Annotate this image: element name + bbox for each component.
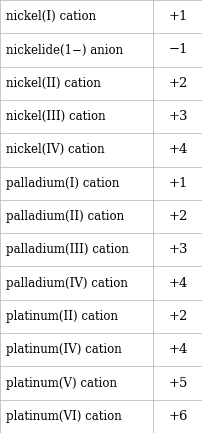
Text: +5: +5 xyxy=(168,377,187,390)
Text: nickel(III) cation: nickel(III) cation xyxy=(6,110,105,123)
Text: +2: +2 xyxy=(168,210,187,223)
Text: nickel(IV) cation: nickel(IV) cation xyxy=(6,143,104,156)
Text: palladium(IV) cation: palladium(IV) cation xyxy=(6,277,127,290)
Text: +4: +4 xyxy=(168,277,187,290)
Text: palladium(I) cation: palladium(I) cation xyxy=(6,177,119,190)
Text: +1: +1 xyxy=(168,10,187,23)
Text: +3: +3 xyxy=(167,110,187,123)
Text: +1: +1 xyxy=(168,177,187,190)
Text: platinum(V) cation: platinum(V) cation xyxy=(6,377,117,390)
Text: platinum(IV) cation: platinum(IV) cation xyxy=(6,343,121,356)
Text: platinum(II) cation: platinum(II) cation xyxy=(6,310,118,323)
Text: nickel(II) cation: nickel(II) cation xyxy=(6,77,100,90)
Text: +3: +3 xyxy=(167,243,187,256)
Text: nickelide(1−) anion: nickelide(1−) anion xyxy=(6,43,123,56)
Text: +6: +6 xyxy=(167,410,187,423)
Text: −1: −1 xyxy=(167,43,187,56)
Text: nickel(I) cation: nickel(I) cation xyxy=(6,10,96,23)
Text: +2: +2 xyxy=(168,77,187,90)
Text: platinum(VI) cation: platinum(VI) cation xyxy=(6,410,121,423)
Text: palladium(III) cation: palladium(III) cation xyxy=(6,243,128,256)
Text: palladium(II) cation: palladium(II) cation xyxy=(6,210,124,223)
Text: +2: +2 xyxy=(168,310,187,323)
Text: +4: +4 xyxy=(168,343,187,356)
Text: +4: +4 xyxy=(168,143,187,156)
